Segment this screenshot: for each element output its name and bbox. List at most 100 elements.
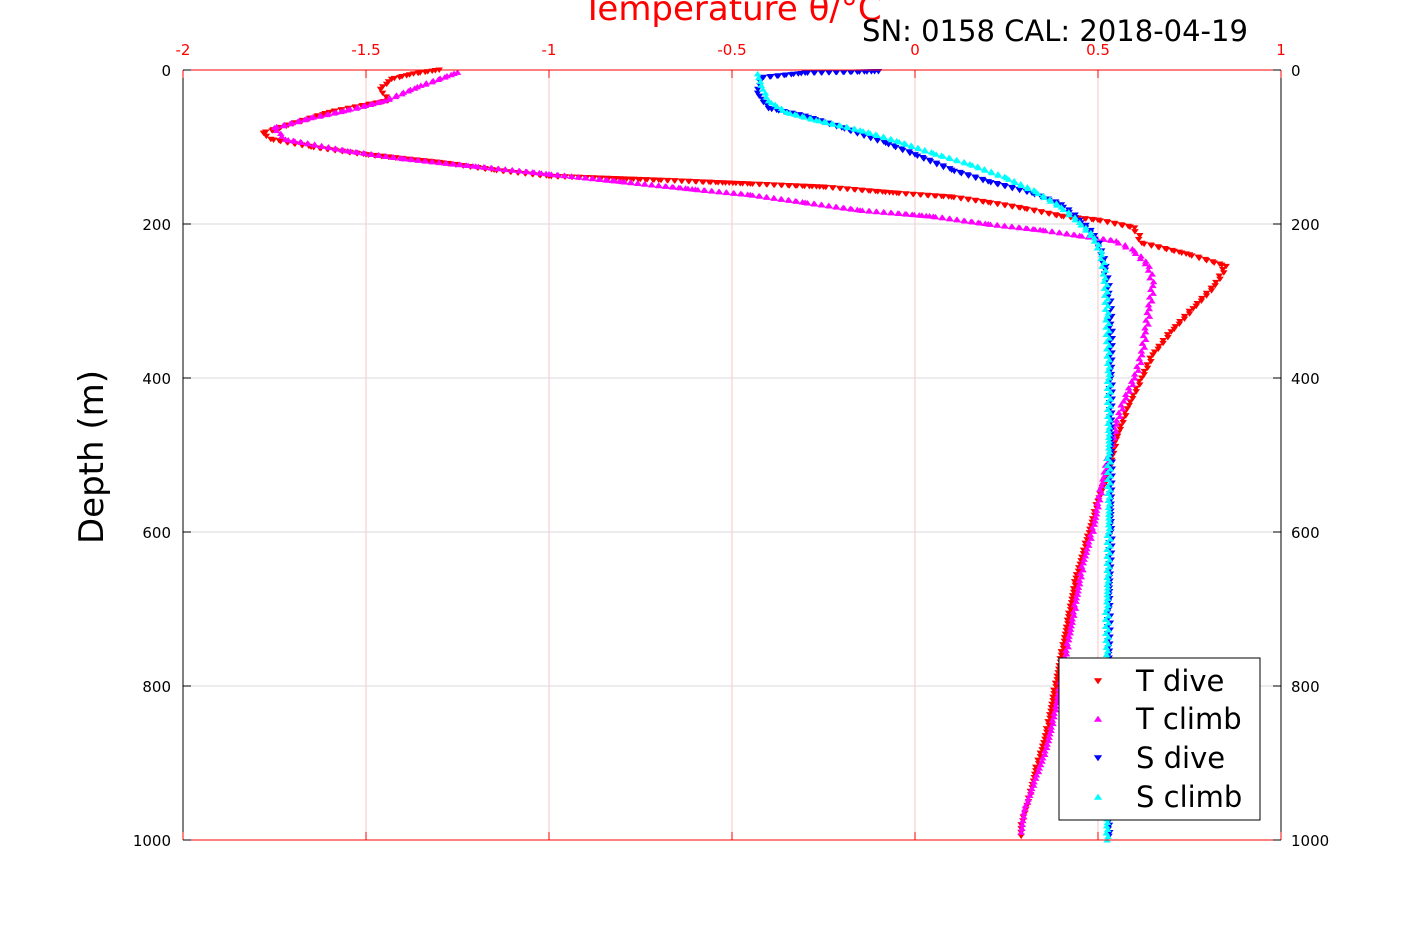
data-point (1145, 313, 1154, 319)
data-point (1187, 253, 1196, 259)
data-point (817, 70, 826, 76)
data-point (1075, 577, 1084, 583)
data-point (1138, 375, 1146, 381)
data-point (1063, 230, 1072, 237)
data-point (1124, 384, 1133, 391)
data-point (346, 148, 355, 154)
data-point (708, 188, 717, 194)
data-point (641, 181, 649, 187)
data-point (1105, 317, 1113, 324)
data-point (880, 134, 889, 141)
data-point (968, 162, 977, 168)
data-point (1140, 344, 1149, 350)
data-point (1062, 624, 1071, 631)
data-point (1099, 476, 1107, 482)
data-point (748, 181, 757, 188)
y-axis-label: Depth (m) (72, 370, 112, 544)
data-point (1105, 342, 1114, 348)
data-point (1105, 327, 1113, 334)
data-point (1086, 232, 1095, 238)
data-point (530, 169, 538, 176)
data-point (1072, 572, 1081, 578)
data-point (1064, 209, 1073, 215)
data-point (1105, 375, 1113, 381)
data-point (1105, 431, 1114, 437)
data-point (1111, 221, 1119, 227)
data-point (748, 192, 757, 198)
data-point (1098, 263, 1106, 269)
data-point (1122, 244, 1130, 250)
data-point (1059, 214, 1068, 220)
legend-label: T climb (1135, 702, 1242, 736)
data-point (1106, 466, 1115, 472)
data-point (754, 86, 762, 93)
data-point (1123, 406, 1132, 412)
data-point (1063, 640, 1071, 646)
data-point (1149, 282, 1157, 289)
data-point (1195, 255, 1203, 262)
y-tick-label-left: 1000 (133, 832, 171, 850)
data-point (1103, 553, 1111, 560)
data-point (1117, 402, 1125, 408)
data-point (763, 194, 771, 200)
data-point (1046, 715, 1054, 722)
data-point (1149, 352, 1157, 358)
data-point (1018, 825, 1026, 831)
data-point (1202, 293, 1211, 299)
data-point (1091, 517, 1099, 524)
data-point (1155, 245, 1163, 251)
data-point (1114, 240, 1123, 246)
data-point (1102, 338, 1111, 345)
data-point (627, 179, 636, 186)
data-point (1097, 248, 1106, 254)
data-point (756, 78, 765, 85)
data-point (1103, 399, 1112, 406)
data-point (1100, 259, 1109, 266)
data-point (278, 133, 286, 139)
data-point (866, 130, 874, 136)
data-point (946, 215, 954, 222)
data-point (1092, 510, 1101, 517)
data-point (950, 195, 958, 201)
data-point (1119, 398, 1128, 404)
data-point (1100, 292, 1109, 298)
y-tick-label-right: 1000 (1291, 832, 1329, 850)
data-point (1052, 202, 1061, 208)
data-point (1076, 570, 1085, 576)
data-point (1103, 219, 1112, 226)
data-point (1072, 575, 1080, 582)
data-point (770, 195, 779, 201)
data-point (1001, 183, 1009, 190)
data-point (315, 113, 324, 119)
data-point (508, 167, 517, 173)
data-point (987, 180, 995, 186)
data-point (1074, 587, 1082, 594)
data-point (780, 72, 789, 79)
data-point (1082, 224, 1090, 231)
data-point (1071, 582, 1080, 589)
data-point (1069, 586, 1078, 592)
data-point (1081, 227, 1090, 233)
data-point (300, 116, 309, 123)
data-point (1131, 250, 1140, 257)
data-point (1048, 701, 1056, 708)
data-point (976, 220, 984, 226)
data-point (960, 159, 969, 166)
data-point (1089, 528, 1098, 534)
data-point (1056, 229, 1064, 236)
data-point (1017, 833, 1025, 840)
data-point (286, 120, 295, 127)
data-point (847, 206, 856, 212)
y-tick-label-left: 800 (142, 678, 171, 696)
y-tick-label-left: 0 (161, 62, 171, 80)
data-point (1066, 607, 1075, 613)
data-point (276, 138, 285, 145)
data-point (1062, 650, 1071, 657)
y-tick-label-right: 800 (1291, 678, 1320, 696)
data-point (1071, 232, 1079, 238)
data-point (1019, 817, 1027, 824)
data-point (755, 93, 764, 100)
data-point (1073, 591, 1082, 597)
data-point (1001, 203, 1009, 209)
data-point (778, 182, 786, 189)
